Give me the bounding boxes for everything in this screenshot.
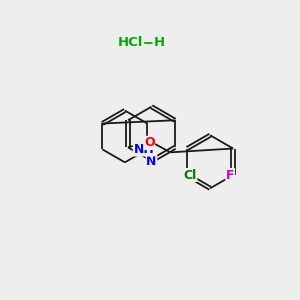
Text: HCl: HCl [118, 36, 143, 49]
Text: O: O [144, 136, 154, 149]
Text: F: F [226, 169, 234, 182]
Text: Cl: Cl [184, 169, 197, 182]
Text: NH: NH [134, 143, 154, 156]
Text: N: N [146, 155, 157, 168]
Text: H: H [153, 36, 164, 49]
